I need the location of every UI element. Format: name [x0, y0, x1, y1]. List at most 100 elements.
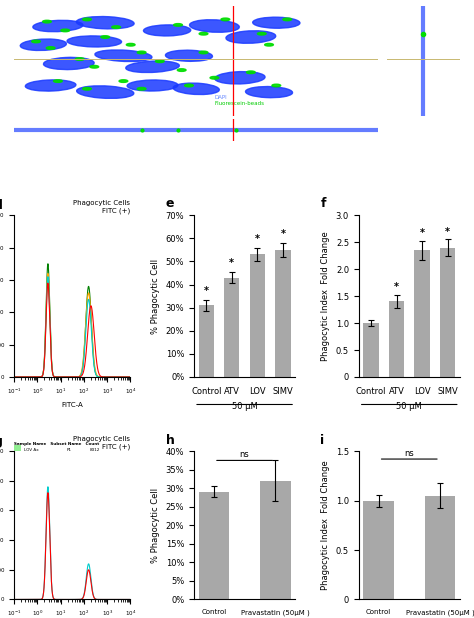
- Ellipse shape: [67, 36, 121, 47]
- Circle shape: [246, 71, 255, 74]
- Text: P1: P1: [66, 448, 72, 452]
- Circle shape: [127, 43, 135, 46]
- Text: DAPI: DAPI: [214, 95, 227, 100]
- Circle shape: [173, 23, 182, 26]
- Bar: [224, 277, 239, 377]
- Text: ns: ns: [404, 449, 414, 458]
- Ellipse shape: [226, 31, 276, 43]
- Text: P1: P1: [66, 459, 72, 463]
- Text: *: *: [229, 258, 234, 268]
- Bar: [440, 248, 455, 377]
- Bar: [275, 250, 291, 377]
- Text: Phagocytic Cells
FITC (+): Phagocytic Cells FITC (+): [73, 436, 130, 450]
- Circle shape: [283, 18, 292, 21]
- Circle shape: [210, 77, 219, 79]
- Circle shape: [46, 47, 55, 49]
- Text: 6006: 6006: [90, 459, 100, 463]
- Bar: [414, 250, 429, 377]
- Circle shape: [75, 57, 84, 61]
- Bar: [14, 456, 21, 464]
- Ellipse shape: [20, 39, 66, 51]
- Bar: [425, 496, 455, 599]
- Text: *: *: [204, 286, 209, 296]
- Text: Sample Name   Subset Name   Count: Sample Name Subset Name Count: [14, 442, 100, 446]
- Ellipse shape: [127, 80, 178, 91]
- Text: 50 μM: 50 μM: [232, 402, 257, 412]
- Text: LOV Ax: LOV Ax: [24, 448, 38, 452]
- Ellipse shape: [215, 72, 265, 84]
- Circle shape: [199, 32, 208, 35]
- Circle shape: [199, 51, 208, 54]
- Ellipse shape: [144, 25, 191, 36]
- Bar: [260, 481, 291, 599]
- Circle shape: [82, 18, 91, 21]
- Text: i: i: [320, 434, 325, 447]
- Ellipse shape: [173, 83, 219, 95]
- Text: 8312: 8312: [90, 448, 100, 452]
- Circle shape: [90, 66, 99, 68]
- Ellipse shape: [95, 50, 152, 62]
- Circle shape: [137, 51, 146, 54]
- Bar: [199, 305, 214, 377]
- Text: a: a: [21, 9, 30, 22]
- Text: 50 μM: 50 μM: [396, 402, 422, 412]
- Text: ATV Ax: ATV Ax: [24, 470, 38, 475]
- Bar: [389, 302, 404, 377]
- Bar: [250, 255, 265, 377]
- Text: c: c: [394, 7, 401, 20]
- Bar: [199, 492, 229, 599]
- Bar: [364, 323, 379, 377]
- Circle shape: [272, 84, 281, 87]
- Y-axis label: Phagocytic Index  Fold Change: Phagocytic Index Fold Change: [321, 231, 330, 361]
- Circle shape: [155, 60, 164, 62]
- Text: *: *: [255, 234, 260, 244]
- Text: h: h: [166, 434, 174, 447]
- Circle shape: [137, 88, 146, 90]
- X-axis label: FITC-A: FITC-A: [62, 402, 83, 407]
- Bar: [14, 479, 21, 487]
- Bar: [364, 501, 394, 599]
- Ellipse shape: [126, 61, 179, 72]
- Text: Control Ax: Control Ax: [24, 482, 45, 486]
- Circle shape: [257, 32, 266, 35]
- Circle shape: [32, 40, 40, 43]
- Text: d: d: [0, 199, 2, 212]
- Text: f: f: [320, 197, 326, 210]
- Circle shape: [101, 36, 109, 38]
- Ellipse shape: [33, 20, 83, 32]
- Circle shape: [112, 26, 120, 28]
- Circle shape: [221, 18, 230, 21]
- Text: 7309: 7309: [90, 470, 100, 475]
- Text: P1: P1: [66, 470, 72, 475]
- Ellipse shape: [76, 17, 134, 29]
- Circle shape: [43, 20, 51, 23]
- Ellipse shape: [253, 17, 300, 28]
- Text: ns: ns: [240, 449, 249, 459]
- Text: Fluorescein-beads: Fluorescein-beads: [214, 101, 264, 106]
- Bar: [14, 445, 21, 453]
- Text: *: *: [445, 227, 450, 237]
- Ellipse shape: [25, 80, 76, 91]
- Ellipse shape: [44, 57, 94, 70]
- Circle shape: [177, 69, 186, 72]
- Ellipse shape: [190, 20, 239, 32]
- Y-axis label: Phagocytic Index  Fold Change: Phagocytic Index Fold Change: [321, 460, 330, 590]
- Ellipse shape: [165, 50, 212, 61]
- Circle shape: [264, 43, 273, 46]
- Ellipse shape: [77, 86, 134, 98]
- Text: SIMV Ax: SIMV Ax: [24, 459, 40, 463]
- Circle shape: [184, 84, 193, 87]
- Text: P1: P1: [66, 482, 72, 486]
- Text: *: *: [280, 229, 285, 239]
- Text: e: e: [166, 197, 174, 210]
- Text: 8448: 8448: [90, 482, 100, 486]
- Circle shape: [119, 80, 128, 82]
- Text: *: *: [394, 282, 399, 292]
- Circle shape: [61, 29, 70, 32]
- Y-axis label: % Phagocytic Cell: % Phagocytic Cell: [151, 258, 160, 334]
- Circle shape: [54, 80, 62, 82]
- Bar: [14, 468, 21, 476]
- Ellipse shape: [246, 87, 292, 98]
- Text: g: g: [0, 435, 2, 448]
- Circle shape: [82, 88, 91, 90]
